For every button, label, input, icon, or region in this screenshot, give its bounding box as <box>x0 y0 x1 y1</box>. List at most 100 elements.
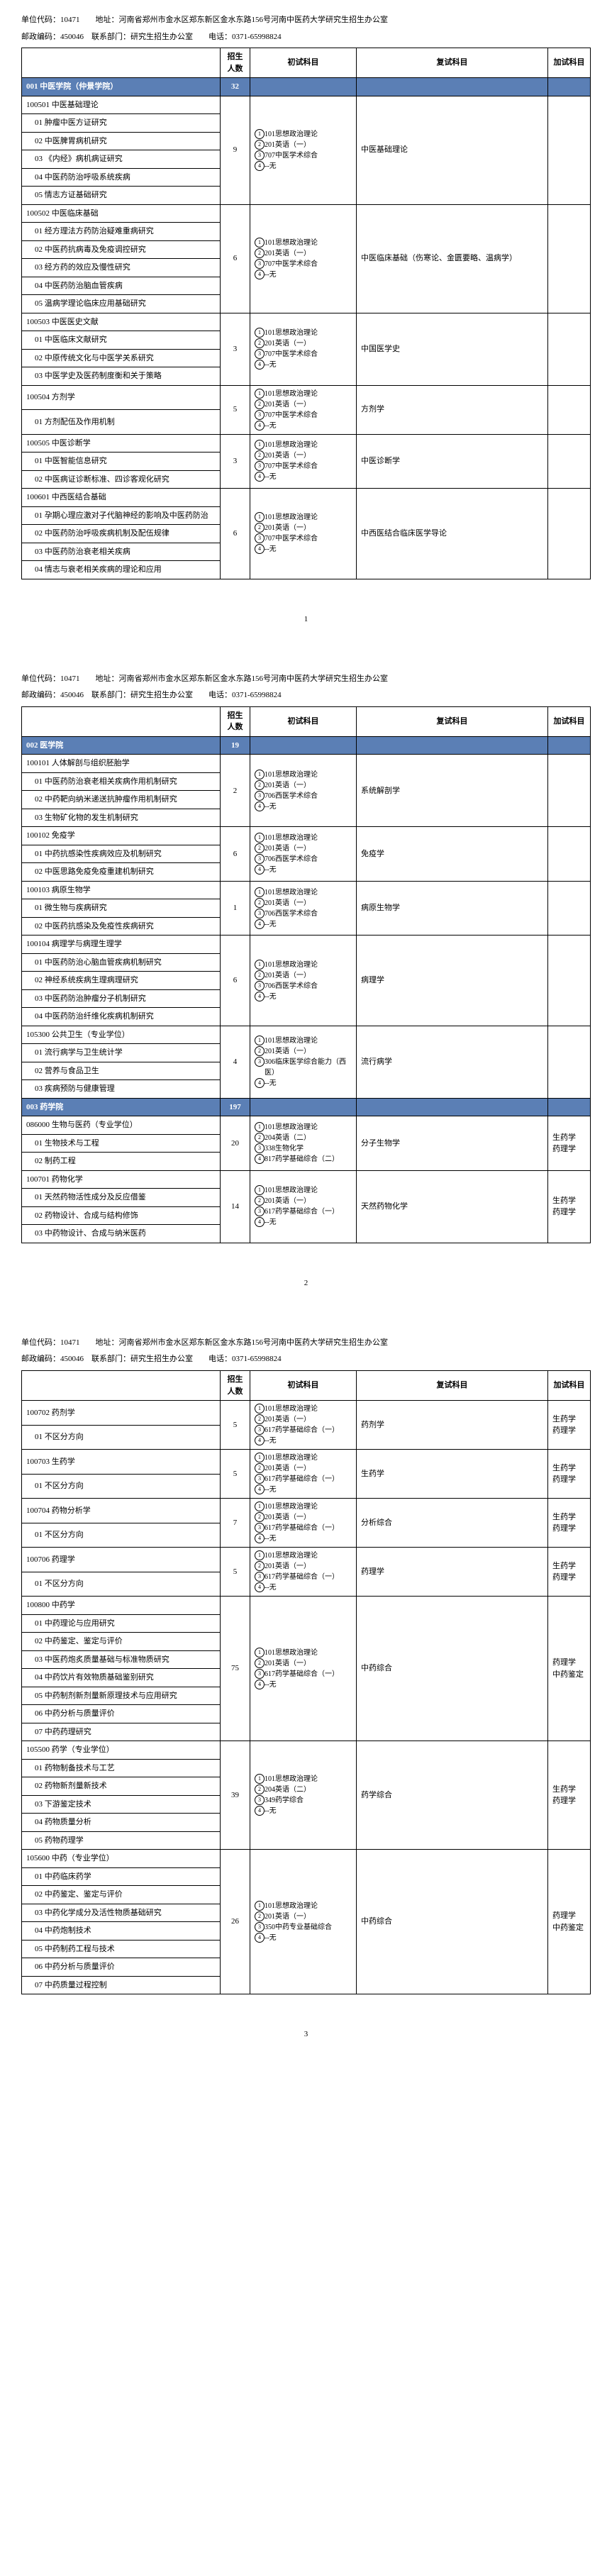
sub-name: 05 药物药理学 <box>22 1831 221 1850</box>
prelim-exam: 101思想政治理论204英语（二）349药学综合--无 <box>250 1741 357 1850</box>
retest-exam: 药理学 <box>357 1548 548 1597</box>
additional-exam <box>548 96 591 204</box>
category-name: 100504 方剂学 <box>22 385 221 410</box>
data-table: 招生人数初试科目复试科目加试科目002 医学院19100101 人体解剖与组织胚… <box>21 706 591 1243</box>
sub-name: 01 经方理法方药防治疑难重病研究 <box>22 223 221 241</box>
sub-name: 02 中医药抗感染及免疫性疾病研究 <box>22 917 221 936</box>
category-count: 3 <box>221 313 250 385</box>
sub-name: 04 中药炮制技术 <box>22 1922 221 1941</box>
additional-exam: 药理学 中药鉴定 <box>548 1597 591 1741</box>
sub-name: 01 微生物与疾病研究 <box>22 899 221 918</box>
category-row: 100103 病原生物学1101思想政治理论201英语（一）706西医学术综合-… <box>22 881 591 899</box>
sub-name: 02 营养与食品卫生 <box>22 1062 221 1080</box>
retest-exam: 药学综合 <box>357 1741 548 1850</box>
category-name: 100706 药理学 <box>22 1548 221 1572</box>
retest-exam: 分析综合 <box>357 1499 548 1548</box>
category-name: 100505 中医诊断学 <box>22 434 221 453</box>
category-count: 6 <box>221 827 250 882</box>
category-row: 100702 药剂学5101思想政治理论201英语（一）617药学基础综合（一）… <box>22 1401 591 1426</box>
category-count: 6 <box>221 489 250 579</box>
prelim-exam: 101思想政治理论201英语（一）707中医学术综合--无 <box>250 385 357 434</box>
sub-name: 05 中药制剂新剂量新原理技术与应用研究 <box>22 1687 221 1705</box>
category-count: 26 <box>221 1850 250 1994</box>
category-count: 6 <box>221 204 250 313</box>
page-number: 3 <box>0 2009 612 2074</box>
category-name: 100702 药剂学 <box>22 1401 221 1426</box>
category-name: 100502 中医临床基础 <box>22 204 221 223</box>
data-table: 招生人数初试科目复试科目加试科目001 中医学院（仲景学院）32100501 中… <box>21 48 591 579</box>
sub-name: 01 不区分方向 <box>22 1474 221 1499</box>
sub-name: 02 药物设计、合成与结构修饰 <box>22 1206 221 1225</box>
header-line-2: 邮政编码：450046 联系部门：研究生招生办公室 电话：0371-659988… <box>21 689 591 702</box>
sub-name: 01 肿瘤中医方证研究 <box>22 114 221 133</box>
category-count: 9 <box>221 96 250 204</box>
prelim-exam: 101思想政治理论201英语（一）706西医学术综合--无 <box>250 755 357 827</box>
sub-name: 04 中医药防治脑血管疾病 <box>22 277 221 295</box>
sub-name: 04 情志与衰老相关疾病的理论和应用 <box>22 561 221 579</box>
sub-name: 02 中医药抗病毒及免疫调控研究 <box>22 240 221 259</box>
sub-name: 03 中医药炮炙质量基础与标准物质研究 <box>22 1650 221 1669</box>
retest-exam: 病理学 <box>357 936 548 1026</box>
sub-name: 01 中药临床药学 <box>22 1867 221 1886</box>
sub-name: 03 中医药防治衰老相关疾病 <box>22 543 221 561</box>
sub-name: 05 温病学理论临床应用基础研究 <box>22 295 221 313</box>
prelim-exam: 101思想政治理论201英语（一）707中医学术综合--无 <box>250 96 357 204</box>
page: 单位代码：10471 地址：河南省郑州市金水区郑东新区金水东路156号河南中医药… <box>0 1323 612 2009</box>
section-row: 002 医学院19 <box>22 736 591 755</box>
prelim-exam: 101思想政治理论201英语（一）706西医学术综合--无 <box>250 827 357 882</box>
sub-name: 01 方剂配伍及作用机制 <box>22 410 221 435</box>
retest-exam: 病原生物学 <box>357 881 548 936</box>
sub-name: 04 药物质量分析 <box>22 1814 221 1832</box>
category-row: 100706 药理学5101思想政治理论201英语（一）617药学基础综合（一）… <box>22 1548 591 1572</box>
section-count: 19 <box>221 736 250 755</box>
category-count: 5 <box>221 1548 250 1597</box>
sub-name: 07 中药药理研究 <box>22 1723 221 1741</box>
sub-name: 05 情志方证基础研究 <box>22 187 221 205</box>
category-name: 100704 药物分析学 <box>22 1499 221 1523</box>
category-count: 20 <box>221 1116 250 1171</box>
additional-exam <box>548 204 591 313</box>
section-name: 003 药学院 <box>22 1098 221 1116</box>
additional-exam: 生药学 药理学 <box>548 1499 591 1548</box>
col-header <box>22 1371 221 1401</box>
additional-exam <box>548 1026 591 1098</box>
sub-name: 02 药物新剂量新技术 <box>22 1777 221 1796</box>
col-header: 加试科目 <box>548 48 591 78</box>
additional-exam <box>548 827 591 882</box>
sub-name: 02 神经系统疾病生理病理研究 <box>22 972 221 990</box>
prelim-exam: 101思想政治理论201英语（一）617药学基础综合（一）--无 <box>250 1499 357 1548</box>
section-count: 32 <box>221 78 250 96</box>
sub-name: 01 中医药防治衰老相关疾病作用机制研究 <box>22 772 221 791</box>
category-count: 4 <box>221 1026 250 1098</box>
sub-name: 07 中药质量过程控制 <box>22 1976 221 1994</box>
category-count: 5 <box>221 1450 250 1499</box>
sub-name: 01 不区分方向 <box>22 1572 221 1597</box>
category-row: 105300 公共卫生（专业学位）4101思想政治理论201英语（一）306临床… <box>22 1026 591 1044</box>
prelim-exam: 101思想政治理论204英语（二）338生物化学817药学基础综合（二） <box>250 1116 357 1171</box>
sub-name: 01 中药理论与应用研究 <box>22 1614 221 1633</box>
retest-exam: 中医诊断学 <box>357 434 548 489</box>
category-row: 100704 药物分析学7101思想政治理论201英语（一）617药学基础综合（… <box>22 1499 591 1523</box>
retest-exam: 系统解剖学 <box>357 755 548 827</box>
retest-exam: 中医临床基础（伤寒论、金匮要略、温病学） <box>357 204 548 313</box>
prelim-exam: 101思想政治理论201英语（一）706西医学术综合--无 <box>250 881 357 936</box>
sub-name: 03 下游鉴定技术 <box>22 1795 221 1814</box>
sub-name: 01 中药抗感染性疾病效应及机制研究 <box>22 845 221 863</box>
sub-name: 04 中药饮片有效物质基础鉴别研究 <box>22 1669 221 1687</box>
sub-name: 02 中医药防治呼吸疾病机制及配伍规律 <box>22 525 221 543</box>
section-name: 002 医学院 <box>22 736 221 755</box>
category-count: 6 <box>221 936 250 1026</box>
category-row: 100502 中医临床基础6101思想政治理论201英语（一）707中医学术综合… <box>22 204 591 223</box>
sub-name: 01 生物技术与工程 <box>22 1134 221 1153</box>
sub-name: 03 疾病预防与健康管理 <box>22 1080 221 1099</box>
col-header: 招生人数 <box>221 48 250 78</box>
category-row: 100505 中医诊断学3101思想政治理论201英语（一）707中医学术综合-… <box>22 434 591 453</box>
additional-exam: 生药学 药理学 <box>548 1548 591 1597</box>
table-header-row: 招生人数初试科目复试科目加试科目 <box>22 706 591 736</box>
category-row: 100102 免疫学6101思想政治理论201英语（一）706西医学术综合--无… <box>22 827 591 845</box>
retest-exam: 中国医学史 <box>357 313 548 385</box>
category-row: 100501 中医基础理论9101思想政治理论201英语（一）707中医学术综合… <box>22 96 591 114</box>
col-header: 加试科目 <box>548 1371 591 1401</box>
sub-name: 02 中药鉴定、鉴定与评价 <box>22 1886 221 1904</box>
category-count: 7 <box>221 1499 250 1548</box>
